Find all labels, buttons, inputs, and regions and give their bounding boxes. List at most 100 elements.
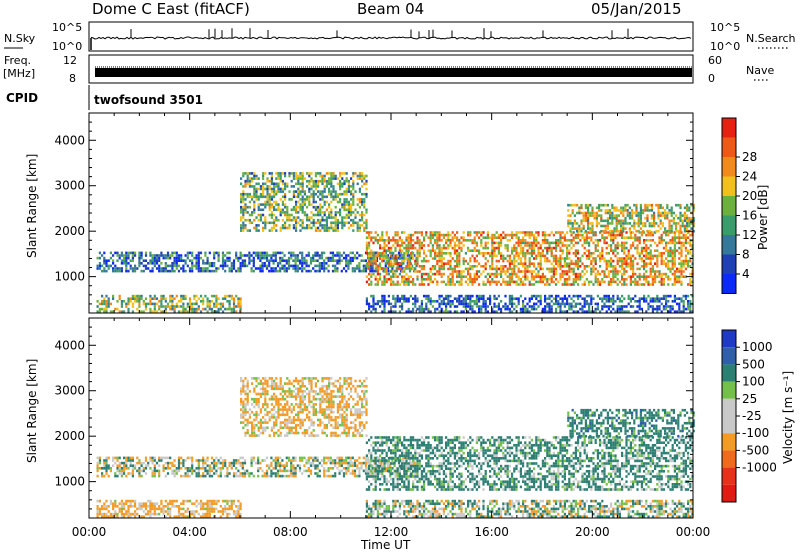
echo-cell bbox=[224, 269, 227, 273]
echo-cell bbox=[303, 211, 306, 214]
echo-cell bbox=[350, 224, 353, 227]
echo-cell bbox=[420, 278, 423, 281]
echo-cell bbox=[656, 300, 659, 303]
nave-label: Nave bbox=[746, 64, 774, 77]
echo-cell bbox=[672, 219, 675, 223]
echo-cell bbox=[559, 249, 562, 252]
echo-cell bbox=[585, 233, 588, 237]
echo-cell bbox=[341, 218, 344, 222]
echo-cell bbox=[246, 264, 249, 268]
echo-cell bbox=[682, 310, 685, 313]
echo-cell bbox=[365, 221, 368, 225]
echo-cell bbox=[105, 512, 108, 516]
echo-cell bbox=[356, 203, 359, 206]
echo-cell bbox=[412, 239, 415, 242]
echo-cell bbox=[381, 231, 384, 234]
echo-cell bbox=[440, 239, 443, 242]
echo-cell bbox=[149, 297, 152, 300]
echo-cell bbox=[193, 302, 196, 306]
echo-cell bbox=[195, 310, 198, 313]
echo-cell bbox=[98, 251, 101, 255]
echo-cell bbox=[240, 177, 243, 180]
echo-cell bbox=[314, 213, 317, 217]
echo-cell bbox=[493, 236, 496, 239]
echo-cell bbox=[654, 249, 657, 252]
echo-cell bbox=[251, 198, 254, 201]
echo-cell bbox=[484, 275, 487, 278]
echo-cell bbox=[407, 239, 410, 242]
echo-cell bbox=[358, 172, 361, 175]
echo-cell bbox=[387, 249, 390, 252]
echo-cell bbox=[633, 224, 636, 228]
echo-cell bbox=[301, 269, 304, 273]
echo-cell bbox=[566, 280, 569, 284]
echo-cell bbox=[684, 294, 687, 298]
echo-cell bbox=[561, 265, 564, 268]
echo-cell bbox=[365, 192, 368, 196]
echo-cell bbox=[270, 213, 273, 217]
echo-cell bbox=[599, 252, 602, 255]
echo-cell bbox=[673, 294, 676, 298]
echo-cell bbox=[436, 300, 439, 303]
echo-cell bbox=[669, 305, 672, 308]
echo-cell bbox=[239, 515, 242, 518]
echo-cell bbox=[285, 259, 288, 262]
echo-cell bbox=[281, 267, 284, 270]
echo-cell bbox=[595, 219, 598, 223]
echo-cell bbox=[655, 222, 658, 225]
echo-cell bbox=[244, 198, 247, 201]
echo-cell bbox=[497, 280, 500, 284]
echo-cell bbox=[442, 297, 445, 300]
echo-cell bbox=[116, 251, 119, 255]
echo-cell bbox=[409, 262, 412, 265]
echo-cell bbox=[323, 264, 326, 268]
echo-cell bbox=[232, 302, 236, 306]
echo-cell bbox=[255, 182, 258, 186]
echo-cell bbox=[656, 265, 659, 268]
echo-cell bbox=[379, 257, 382, 260]
echo-cell bbox=[515, 233, 518, 237]
echo-cell bbox=[666, 203, 669, 207]
echo-cell bbox=[365, 297, 368, 300]
echo-cell bbox=[270, 221, 273, 225]
echo-cell bbox=[513, 302, 516, 306]
echo-cell bbox=[275, 200, 278, 204]
echo-cell bbox=[197, 259, 200, 262]
echo-cell bbox=[402, 262, 405, 265]
echo-cell bbox=[107, 259, 110, 262]
echo-cell bbox=[438, 272, 441, 276]
echo-cell bbox=[588, 252, 591, 255]
echo-cell bbox=[334, 218, 337, 222]
echo-cell bbox=[182, 267, 185, 270]
echo-cell bbox=[244, 203, 247, 206]
echo-cell bbox=[188, 499, 192, 503]
echo-cell bbox=[658, 270, 661, 273]
echo-cell bbox=[294, 267, 297, 270]
echo-cell bbox=[478, 252, 481, 255]
echo-cell bbox=[473, 272, 476, 276]
echo-cell bbox=[563, 239, 566, 242]
echo-cell bbox=[559, 265, 562, 268]
echo-cell bbox=[623, 278, 626, 281]
echo-cell bbox=[112, 310, 115, 313]
echo-cell bbox=[374, 278, 377, 281]
echo-cell bbox=[519, 270, 522, 273]
echo-cell bbox=[374, 275, 377, 278]
echo-cell bbox=[118, 254, 121, 257]
echo-cell bbox=[653, 219, 656, 223]
echo-cell bbox=[387, 241, 390, 245]
echo-cell bbox=[246, 182, 249, 186]
echo-cell bbox=[120, 502, 123, 505]
echo-cell bbox=[440, 280, 443, 284]
echo-cell bbox=[266, 187, 269, 191]
echo-cell bbox=[453, 244, 456, 247]
echo-cell bbox=[656, 310, 659, 313]
echo-cell bbox=[605, 275, 608, 278]
echo-cell bbox=[221, 264, 225, 268]
echo-cell bbox=[425, 231, 428, 234]
echo-cell bbox=[654, 241, 657, 245]
echo-cell bbox=[281, 226, 284, 230]
echo-cell bbox=[475, 278, 478, 281]
echo-cell bbox=[615, 222, 618, 225]
echo-cell bbox=[365, 211, 368, 214]
